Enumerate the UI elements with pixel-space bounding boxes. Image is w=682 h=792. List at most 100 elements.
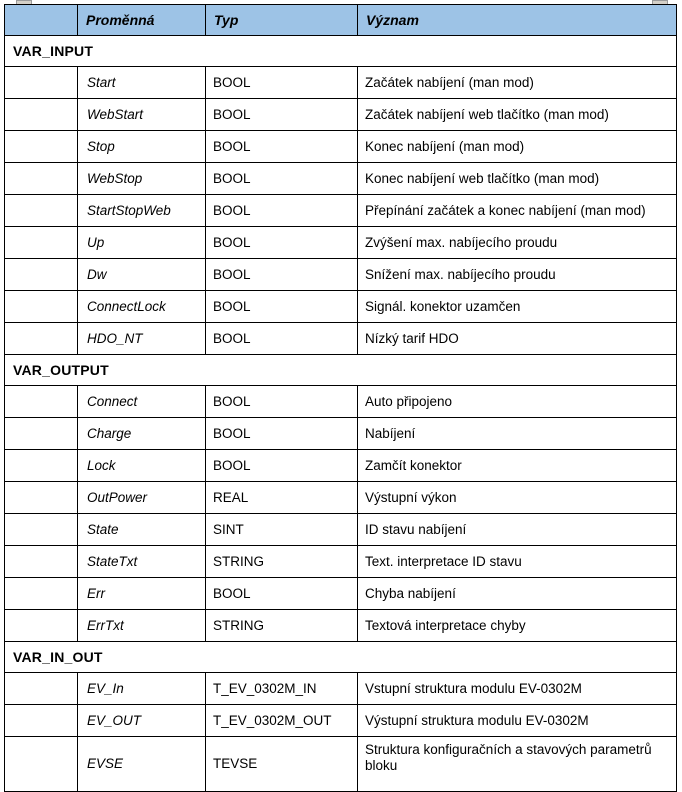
cell-variable-meaning[interactable]: Signál. konektor uzamčen — [357, 290, 677, 323]
cell-variable-meaning[interactable]: Nabíjení — [357, 417, 677, 450]
cell-variable-type[interactable]: BOOL — [205, 258, 358, 291]
cell-variable-meaning[interactable]: Začátek nabíjení web tlačítko (man mod) — [357, 98, 677, 131]
cell-variable-meaning[interactable]: Nízký tarif HDO — [357, 322, 677, 355]
cell-variable-meaning[interactable]: Zamčít konektor — [357, 449, 677, 482]
cell-variable-name[interactable]: Err — [77, 577, 206, 610]
cell-variable-type[interactable]: BOOL — [205, 449, 358, 482]
cell-variable-meaning[interactable]: Konec nabíjení web tlačítko (man mod) — [357, 162, 677, 195]
cell-variable-type[interactable]: BOOL — [205, 290, 358, 323]
column-header-variable: Proměnná — [77, 4, 206, 36]
cell-variable-name[interactable]: EV_In — [77, 672, 206, 705]
row-spacer-cell — [4, 226, 78, 259]
cell-variable-meaning[interactable]: Konec nabíjení (man mod) — [357, 130, 677, 163]
table-header-row: Proměnná Typ Význam — [4, 4, 677, 36]
cell-variable-type[interactable]: T_EV_0302M_IN — [205, 672, 358, 705]
cell-variable-name[interactable]: Stop — [77, 130, 206, 163]
cell-variable-meaning[interactable]: Chyba nabíjení — [357, 577, 677, 610]
cell-variable-name[interactable]: EV_OUT — [77, 704, 206, 737]
row-spacer-cell — [4, 736, 78, 792]
row-spacer-cell — [4, 130, 78, 163]
column-header-spacer — [4, 4, 78, 36]
cell-variable-name[interactable]: Charge — [77, 417, 206, 450]
table-row[interactable]: Charge BOOL Nabíjení — [4, 417, 677, 450]
cell-variable-meaning[interactable]: Struktura konfiguračních a stavových par… — [357, 736, 677, 792]
cell-variable-type[interactable]: BOOL — [205, 98, 358, 131]
row-spacer-cell — [4, 66, 78, 99]
table-row[interactable]: Stop BOOL Konec nabíjení (man mod) — [4, 130, 677, 163]
cell-variable-type[interactable]: BOOL — [205, 417, 358, 450]
cell-variable-name[interactable]: HDO_NT — [77, 322, 206, 355]
table-row[interactable]: OutPower REAL Výstupní výkon — [4, 481, 677, 514]
cell-variable-type[interactable]: BOOL — [205, 194, 358, 227]
cell-variable-type[interactable]: STRING — [205, 609, 358, 642]
cell-variable-type[interactable]: REAL — [205, 481, 358, 514]
row-spacer-cell — [4, 290, 78, 323]
cell-variable-type[interactable]: STRING — [205, 545, 358, 578]
cell-variable-name[interactable]: ConnectLock — [77, 290, 206, 323]
column-header-type: Typ — [205, 4, 358, 36]
table-row[interactable]: State SINT ID stavu nabíjení — [4, 513, 677, 546]
table-row[interactable]: Connect BOOL Auto připojeno — [4, 385, 677, 418]
cell-variable-meaning[interactable]: Text. interpretace ID stavu — [357, 545, 677, 578]
cell-variable-type[interactable]: BOOL — [205, 226, 358, 259]
section-title: VAR_INPUT — [4, 35, 677, 67]
cell-variable-meaning[interactable]: Výstupní struktura modulu EV-0302M — [357, 704, 677, 737]
table-row[interactable]: StateTxt STRING Text. interpretace ID stav… — [4, 545, 677, 578]
table-row[interactable]: Start BOOL Začátek nabíjení (man mod) — [4, 66, 677, 99]
cell-variable-type[interactable]: SINT — [205, 513, 358, 546]
row-spacer-cell — [4, 672, 78, 705]
cell-variable-name[interactable]: ErrTxt — [77, 609, 206, 642]
row-spacer-cell — [4, 258, 78, 291]
cell-variable-meaning[interactable]: Snížení max. nabíjecího proudu — [357, 258, 677, 291]
table-row[interactable]: Up BOOL Zvýšení max. nabíjecího proudu — [4, 226, 677, 259]
table-row[interactable]: EV_In T_EV_0302M_IN Vstupní struktura modu… — [4, 672, 677, 705]
cell-variable-meaning[interactable]: Auto připojeno — [357, 385, 677, 418]
cell-variable-name[interactable]: StartStopWeb — [77, 194, 206, 227]
table-row[interactable]: Dw BOOL Snížení max. nabíjecího proudu — [4, 258, 677, 291]
cell-variable-name[interactable]: WebStop — [77, 162, 206, 195]
row-spacer-cell — [4, 98, 78, 131]
cell-variable-name[interactable]: State — [77, 513, 206, 546]
cell-variable-type[interactable]: BOOL — [205, 322, 358, 355]
cell-variable-meaning[interactable]: Zvýšení max. nabíjecího proudu — [357, 226, 677, 259]
cell-variable-name[interactable]: OutPower — [77, 481, 206, 514]
cell-variable-name[interactable]: Start — [77, 66, 206, 99]
cell-variable-type[interactable]: BOOL — [205, 577, 358, 610]
table-row[interactable]: WebStop BOOL Konec nabíjení web tlačítko (… — [4, 162, 677, 195]
cell-variable-meaning[interactable]: Přepínání začátek a konec nabíjení (man … — [357, 194, 677, 227]
row-spacer-cell — [4, 481, 78, 514]
row-spacer-cell — [4, 704, 78, 737]
cell-variable-type[interactable]: BOOL — [205, 162, 358, 195]
cell-variable-name[interactable]: WebStart — [77, 98, 206, 131]
cell-variable-type[interactable]: BOOL — [205, 130, 358, 163]
column-header-meaning: Význam — [357, 4, 677, 36]
cell-variable-type[interactable]: BOOL — [205, 66, 358, 99]
cell-variable-name[interactable]: Lock — [77, 449, 206, 482]
cell-variable-meaning[interactable]: Textová interpretace chyby — [357, 609, 677, 642]
cell-variable-type[interactable]: T_EV_0302M_OUT — [205, 704, 358, 737]
section-title: VAR_IN_OUT — [4, 641, 677, 673]
table-row[interactable]: ErrTxt STRING Textová interpretace chyby — [4, 609, 677, 642]
table-row[interactable]: Err BOOL Chyba nabíjení — [4, 577, 677, 610]
cell-variable-meaning[interactable]: Výstupní výkon — [357, 481, 677, 514]
table-row[interactable]: WebStart BOOL Začátek nabíjení web tlačítk… — [4, 98, 677, 131]
cell-variable-name[interactable]: Connect — [77, 385, 206, 418]
table-row[interactable]: EVSE TEVSE Struktura konfiguračních a stav… — [4, 736, 677, 792]
row-spacer-cell — [4, 417, 78, 450]
row-spacer-cell — [4, 162, 78, 195]
table-row[interactable]: EV_OUT T_EV_0302M_OUT Výstupní struktura m… — [4, 704, 677, 737]
cell-variable-meaning[interactable]: Začátek nabíjení (man mod) — [357, 66, 677, 99]
cell-variable-name[interactable]: Dw — [77, 258, 206, 291]
cell-variable-type[interactable]: BOOL — [205, 385, 358, 418]
table-row[interactable]: HDO_NT BOOL Nízký tarif HDO — [4, 322, 677, 355]
table-row[interactable]: ConnectLock BOOL Signál. konektor uzamčen — [4, 290, 677, 323]
table-row[interactable]: Lock BOOL Zamčít konektor — [4, 449, 677, 482]
cell-variable-name[interactable]: Up — [77, 226, 206, 259]
table-row[interactable]: StartStopWeb BOOL Přepínání začátek a kone… — [4, 194, 677, 227]
cell-variable-meaning[interactable]: ID stavu nabíjení — [357, 513, 677, 546]
cell-variable-name[interactable]: StateTxt — [77, 545, 206, 578]
cell-variable-type[interactable]: TEVSE — [205, 736, 358, 792]
row-spacer-cell — [4, 385, 78, 418]
cell-variable-name[interactable]: EVSE — [77, 736, 206, 792]
cell-variable-meaning[interactable]: Vstupní struktura modulu EV-0302M — [357, 672, 677, 705]
